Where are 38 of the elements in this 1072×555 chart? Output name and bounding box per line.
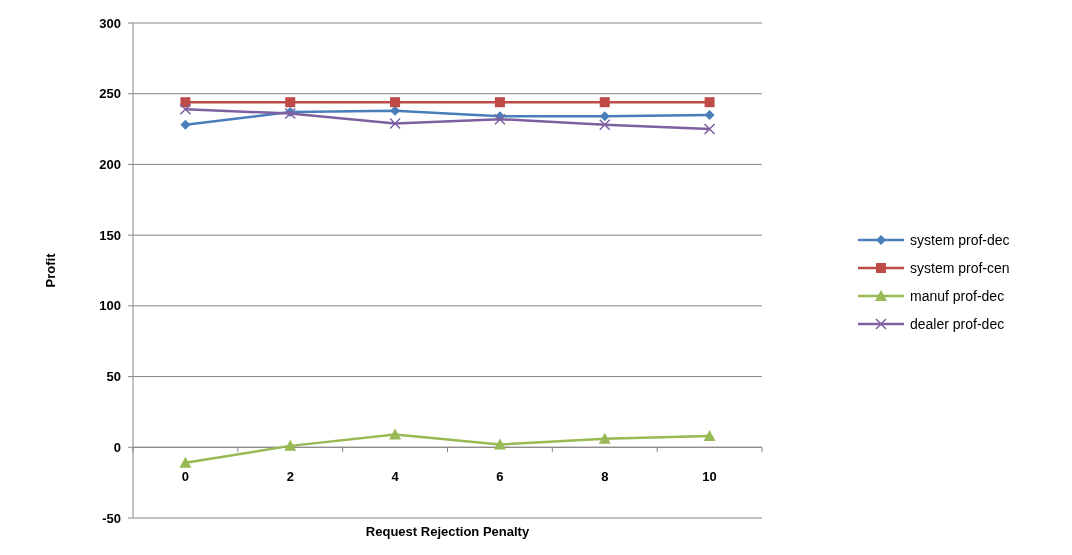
legend-label: system prof-cen [910, 259, 1010, 276]
point [179, 103, 192, 116]
y-tick-label: -50 [102, 510, 121, 526]
x-tick-label: 2 [286, 469, 294, 485]
point [599, 111, 610, 122]
point [599, 119, 611, 131]
point [703, 123, 716, 135]
x-axis-title: Request Rejection Penalty [365, 524, 530, 539]
point [599, 97, 610, 108]
x-tick-label: 6 [496, 469, 504, 485]
x-tick-label: 4 [391, 469, 400, 485]
legend-label: manuf prof-dec [910, 287, 1005, 304]
y-tick-label: 150 [99, 227, 121, 243]
point [390, 97, 401, 108]
point [598, 432, 611, 444]
point [704, 97, 715, 108]
y-axis-title: Profit [43, 252, 58, 288]
y-tick-label: 0 [113, 439, 121, 455]
x-tick-label: 0 [181, 469, 190, 485]
point [389, 428, 402, 440]
point [704, 109, 715, 120]
point [284, 439, 297, 451]
y-tick-label: 200 [99, 156, 121, 172]
y-tick-label: 50 [106, 369, 121, 385]
point [389, 117, 401, 130]
y-tick-label: 300 [99, 15, 121, 31]
point [493, 438, 506, 450]
point [703, 429, 716, 441]
x-tick-label: 8 [601, 469, 609, 485]
point [285, 97, 296, 108]
legend-label: dealer prof-dec [910, 315, 1005, 332]
y-tick-label: 100 [99, 298, 121, 314]
point [179, 456, 192, 468]
x-tick-label: 10 [702, 469, 717, 485]
y-tick-label: 250 [99, 86, 121, 102]
legend-label: system prof-dec [910, 231, 1010, 248]
point [494, 97, 505, 108]
point [180, 119, 191, 130]
